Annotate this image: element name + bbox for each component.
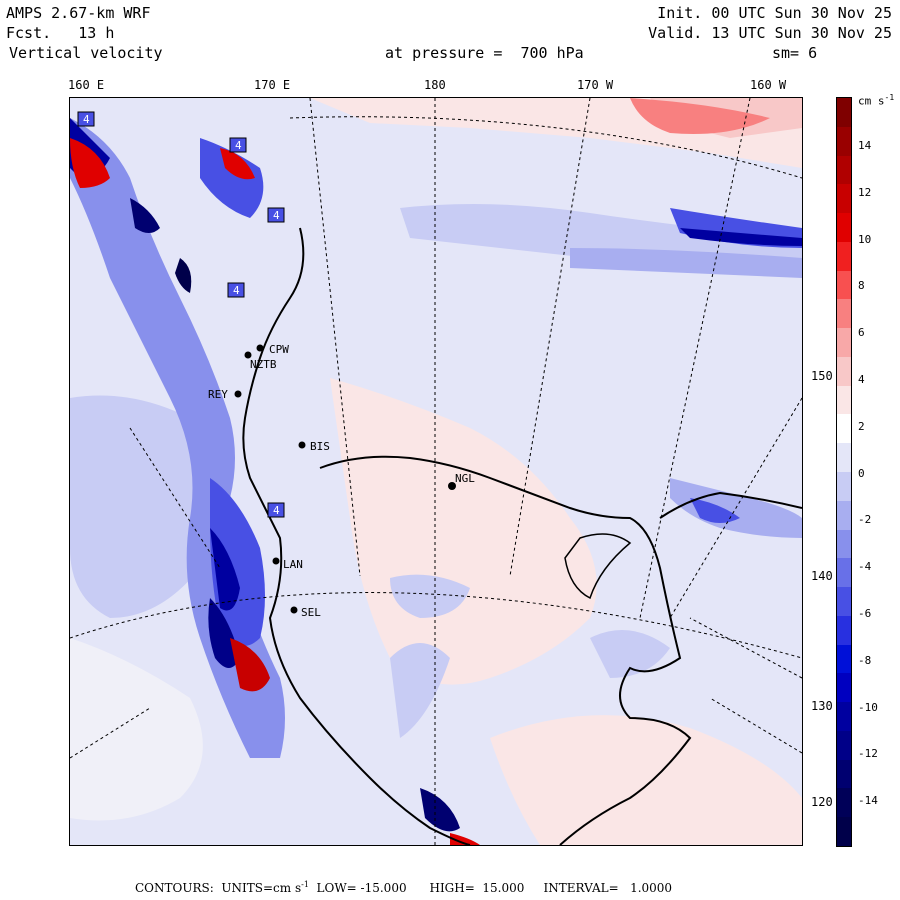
colorbar-segment [837, 270, 851, 300]
colorbar [836, 97, 852, 847]
colorbar-tick-label: 4 [858, 373, 865, 386]
station-rey: REY [208, 388, 228, 401]
colorbar-tick-label: -2 [858, 513, 872, 527]
colorbar-tick-label: 6 [858, 326, 865, 340]
colorbar-tick-label: 2 [858, 419, 865, 433]
colorbar-segment [837, 356, 851, 387]
station-bis: BIS [310, 440, 330, 453]
colorbar-units: cm s-1 [858, 93, 895, 108]
box-label-5: 4 [273, 504, 280, 517]
station-nztb: NZTB [250, 358, 277, 371]
colorbar-tick-label: -10 [858, 700, 878, 714]
contour-info: CONTOURS: UNITS=cm s-1 LOW= -15.000 HIGH… [135, 880, 673, 895]
colorbar-tick-label: -8 [858, 653, 872, 667]
box-label-2: 4 [235, 139, 242, 152]
colorbar-segment [837, 529, 851, 559]
pressure-level: at pressure = 700 hPa [385, 44, 584, 62]
colorbar-segment [837, 558, 851, 588]
lon-label-160w: 160 W [750, 78, 787, 92]
colorbar-segment [837, 730, 851, 761]
station-ngl: NGL [455, 472, 475, 485]
colorbar-segment [837, 500, 851, 531]
colorbar-segment [837, 299, 851, 329]
map-canvas [70, 98, 802, 845]
model-title: AMPS 2.67-km WRF [6, 4, 151, 22]
colorbar-segment [837, 155, 851, 185]
colorbar-tick-label: -6 [858, 607, 872, 620]
vertical-velocity-map: CPW NZTB REY BIS NGL LAN SEL 4 4 4 4 4 [69, 97, 803, 846]
colorbar-segment [837, 126, 851, 157]
colorbar-tick-label: 8 [858, 279, 865, 293]
lon-label-160e: 160 E [68, 78, 105, 92]
smoothing-label: sm= 6 [772, 44, 818, 62]
station-lan: LAN [283, 558, 303, 571]
colorbar-segment [837, 328, 851, 358]
colorbar-segment [837, 615, 851, 646]
colorbar-tick-label: 0 [858, 466, 865, 480]
colorbar-segment [837, 644, 851, 674]
colorbar-segment [837, 414, 851, 444]
lon-label-170w: 170 W [577, 78, 614, 92]
colorbar-segment [837, 673, 851, 703]
colorbar-segment [837, 702, 851, 732]
colorbar-segment [837, 443, 851, 473]
colorbar-tick-label: -14 [858, 794, 878, 808]
colorbar-segment [837, 587, 851, 617]
init-time: Init. 00 UTC Sun 30 Nov 25 [657, 4, 892, 22]
colorbar-segment [837, 213, 851, 243]
colorbar-segment [837, 385, 851, 415]
box-label-4: 4 [233, 284, 240, 297]
colorbar-segment [837, 472, 851, 502]
colorbar-tick-label: -12 [858, 747, 878, 761]
colorbar-segment [837, 241, 851, 272]
colorbar-segment [837, 184, 851, 214]
colorbar-segment [837, 98, 851, 128]
box-label-3: 4 [273, 209, 280, 222]
station-sel: SEL [301, 606, 321, 619]
lon-label-180: 180 [424, 78, 446, 92]
colorbar-tick-label: 14 [858, 139, 872, 152]
valid-time: Valid. 13 UTC Sun 30 Nov 25 [648, 24, 892, 42]
colorbar-tick-label: 10 [858, 232, 872, 246]
box-label-1: 4 [83, 113, 90, 126]
field-name: Vertical velocity [9, 44, 163, 62]
lon-label-170e: 170 E [254, 78, 291, 92]
colorbar-segment [837, 788, 851, 818]
colorbar-segment [837, 817, 851, 847]
colorbar-tick-label: 12 [858, 185, 872, 199]
colorbar-segment [837, 759, 851, 789]
station-cpw: CPW [269, 343, 289, 356]
forecast-hour: Fcst. 13 h [6, 24, 115, 42]
colorbar-tick-label: -4 [858, 560, 872, 574]
